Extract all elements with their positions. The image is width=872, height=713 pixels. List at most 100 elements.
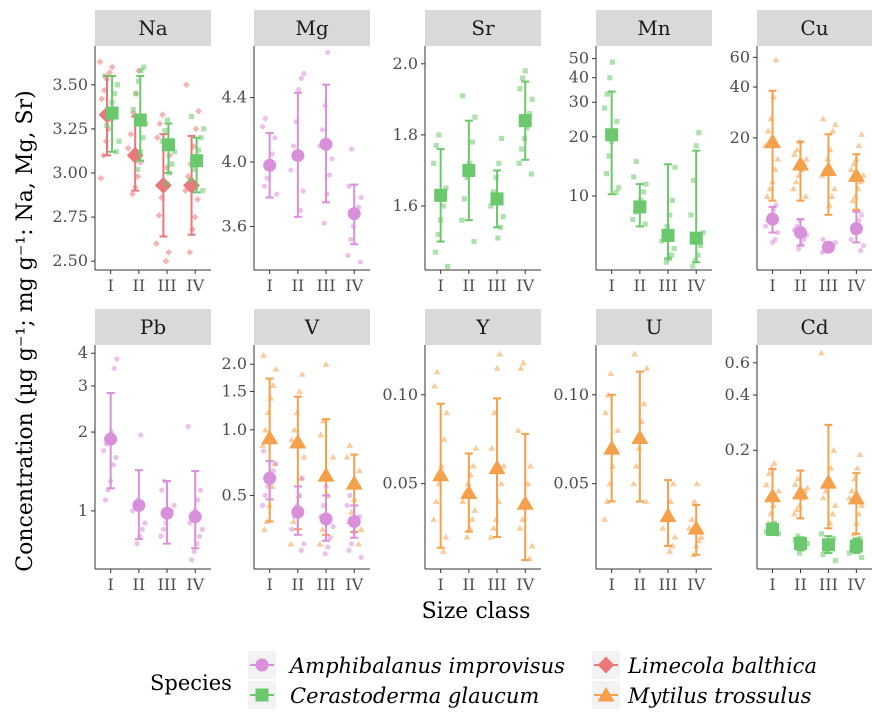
strip-na: [95, 10, 211, 46]
data-point: [847, 166, 855, 173]
y-tick-label: 3.00: [52, 163, 88, 182]
data-point: [139, 526, 145, 532]
x-tick-label: II: [292, 276, 305, 295]
data-point: [262, 115, 268, 122]
data-point: [765, 469, 773, 476]
data-point: [153, 134, 161, 142]
x-axis-title: Size class: [422, 599, 531, 624]
series-mytilus: [601, 350, 705, 558]
data-point: [853, 464, 861, 471]
y-tick-label: 30: [569, 92, 589, 111]
x-tick-label: III: [488, 276, 507, 295]
data-point: [182, 81, 190, 89]
strip-label-v: V: [304, 315, 320, 339]
data-point: [297, 207, 304, 213]
data-point: [430, 515, 438, 522]
data-point: [517, 86, 523, 92]
data-point: [111, 365, 117, 372]
strip-v: [254, 309, 370, 345]
mean-point: [821, 240, 835, 254]
mean-point: [190, 154, 204, 168]
data-point: [819, 115, 827, 122]
y-tick-label: 0.10: [553, 385, 589, 404]
mean-point: [160, 506, 174, 520]
data-point: [320, 502, 327, 509]
y-tick-label: 0.5: [222, 485, 247, 504]
mean-point: [821, 538, 835, 552]
x-tick-label: IV: [687, 276, 705, 295]
data-point: [820, 236, 826, 243]
mean-point: [766, 212, 780, 226]
data-point: [439, 547, 447, 554]
data-point: [804, 484, 811, 491]
mean-point: [819, 473, 837, 489]
panels-layer: Na2.502.753.003.253.50I II III IVMg3.64.04.…: [52, 10, 872, 594]
data-point: [471, 507, 479, 513]
data-point: [162, 257, 170, 265]
data-point: [260, 525, 268, 532]
data-point: [774, 155, 782, 162]
panel-u: U0.050.10I II III IV: [553, 309, 712, 594]
data-point: [191, 213, 199, 221]
x-tick-label: II: [463, 575, 476, 594]
data-point: [643, 364, 651, 371]
data-point: [693, 480, 701, 487]
data-point: [357, 259, 363, 265]
x-tick-label: I: [107, 276, 113, 295]
x-tick-label: II: [794, 575, 807, 594]
mean-point: [263, 158, 277, 172]
legend-label-limecola: Limecola balthica: [627, 654, 817, 678]
series-amphibalanus: [762, 202, 866, 255]
strip-label-pb: Pb: [140, 315, 166, 339]
strip-cu: [757, 10, 872, 46]
data-point: [260, 502, 266, 509]
data-point: [260, 123, 266, 130]
data-point: [828, 193, 836, 200]
data-point: [135, 166, 141, 173]
data-point: [693, 143, 699, 149]
data-point: [141, 64, 147, 70]
panel-na: Na2.502.753.003.253.50I II III IV: [52, 10, 211, 295]
data-point: [134, 541, 140, 547]
y-tick-label: 1.5: [222, 381, 247, 400]
mean-point: [104, 432, 118, 446]
data-point: [691, 498, 698, 505]
y-tick-label: 1.8: [393, 125, 418, 144]
mean-point: [105, 106, 119, 120]
mean-point: [518, 114, 532, 128]
data-point: [858, 247, 864, 254]
data-point: [124, 144, 132, 152]
data-point: [469, 462, 477, 469]
data-point: [831, 185, 838, 192]
data-point: [526, 110, 533, 117]
legend-marker-mytilus: [597, 686, 615, 702]
data-point: [517, 364, 525, 371]
mean-point: [434, 188, 448, 202]
x-tick-label: II: [794, 276, 807, 295]
data-point: [860, 243, 866, 249]
data-point: [442, 533, 450, 540]
x-tick-label: III: [819, 276, 838, 295]
mean-point: [319, 137, 333, 151]
mean-point: [291, 505, 305, 519]
data-point: [287, 540, 295, 547]
data-point: [796, 550, 803, 556]
mean-point: [631, 429, 649, 444]
data-point: [261, 183, 268, 189]
mean-point: [763, 133, 782, 149]
data-point: [763, 193, 771, 200]
data-point: [436, 132, 442, 138]
data-point: [497, 480, 505, 487]
data-point: [790, 185, 797, 192]
data-point: [663, 259, 669, 265]
data-point: [300, 453, 308, 460]
data-point: [764, 127, 772, 134]
data-point: [516, 160, 522, 166]
x-tick-label: I: [266, 276, 272, 295]
data-point: [688, 515, 696, 522]
x-tick-label: I: [266, 575, 272, 594]
data-point: [343, 453, 351, 460]
data-point: [348, 236, 354, 242]
mean-point: [791, 155, 810, 171]
data-point: [790, 510, 798, 517]
